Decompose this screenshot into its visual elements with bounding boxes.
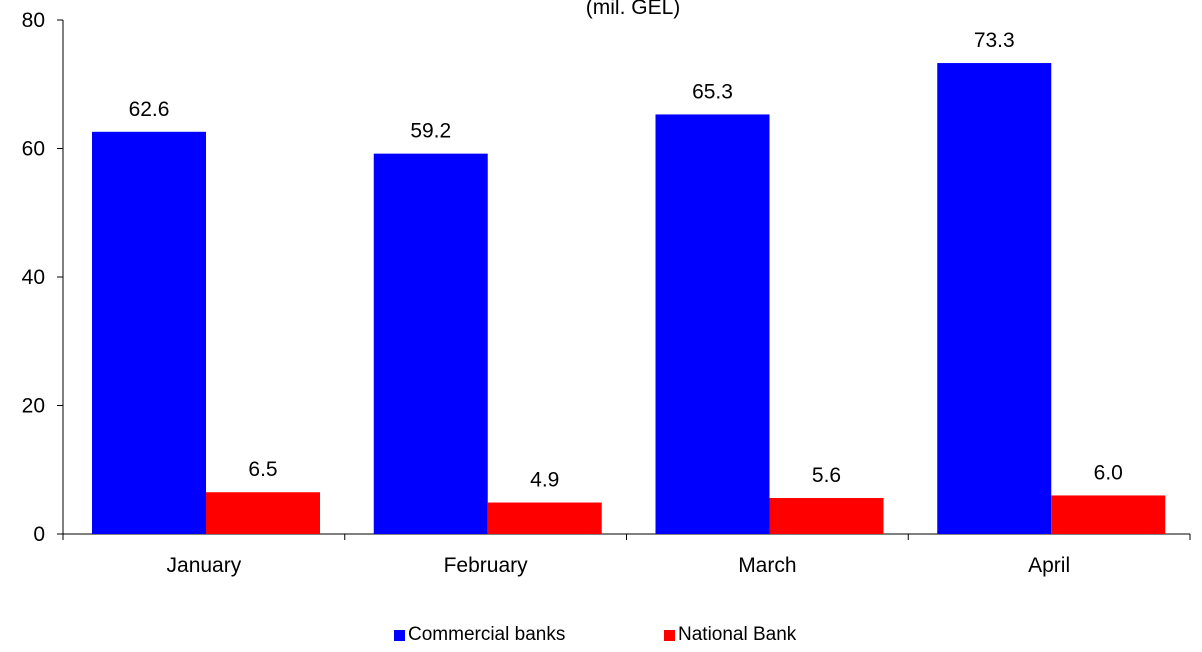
- legend-label-national-bank: National Bank: [678, 624, 797, 645]
- bar-commercial-banks: [937, 63, 1052, 535]
- x-category-label: April: [1028, 554, 1070, 577]
- data-label: 73.3: [974, 29, 1015, 52]
- bar-national-bank: [1051, 495, 1166, 534]
- bar-commercial-banks: [373, 153, 488, 534]
- x-category-label: January: [167, 554, 242, 577]
- y-tick-label: 40: [22, 266, 45, 289]
- bar-chart: (mil. GEL) 0 20 40 60 80 January February Marc…: [22, 0, 1191, 577]
- bar-commercial-banks: [92, 131, 206, 535]
- y-tick-label: 80: [22, 9, 45, 32]
- data-label: 6.0: [1094, 461, 1123, 484]
- legend: Commercial banks National Bank: [0, 624, 1202, 648]
- y-tick-label: 20: [22, 395, 45, 418]
- legend-item-national-bank: National Bank: [664, 624, 796, 646]
- legend-swatch-commercial-banks: [394, 629, 405, 641]
- data-label: 5.6: [812, 464, 841, 487]
- legend-swatch-national-bank: [664, 629, 675, 641]
- bar-national-bank: [769, 498, 884, 534]
- y-tick-label: 60: [22, 138, 45, 161]
- bar-national-bank: [487, 502, 602, 534]
- y-tick-label: 0: [33, 523, 45, 546]
- data-label: 4.9: [530, 469, 559, 492]
- bars: [92, 63, 1166, 535]
- data-labels: 62.6 59.2 65.3 73.3 6.5 4.9 5.6 6.0: [129, 29, 1123, 491]
- data-label: 6.5: [248, 458, 277, 481]
- data-label: 62.6: [129, 98, 170, 121]
- legend-item-commercial-banks: Commercial banks: [394, 624, 565, 646]
- x-axis: January February March April: [62, 533, 1191, 577]
- chart-subtitle: (mil. GEL): [586, 0, 681, 19]
- x-category-label: March: [738, 554, 796, 577]
- data-label: 65.3: [692, 80, 733, 103]
- legend-label-commercial-banks: Commercial banks: [408, 624, 566, 645]
- bar-national-bank: [206, 492, 320, 534]
- x-category-label: February: [444, 554, 529, 577]
- bar-commercial-banks: [655, 114, 770, 534]
- y-axis: 0 20 40 60 80: [22, 9, 64, 546]
- data-label: 59.2: [410, 120, 451, 143]
